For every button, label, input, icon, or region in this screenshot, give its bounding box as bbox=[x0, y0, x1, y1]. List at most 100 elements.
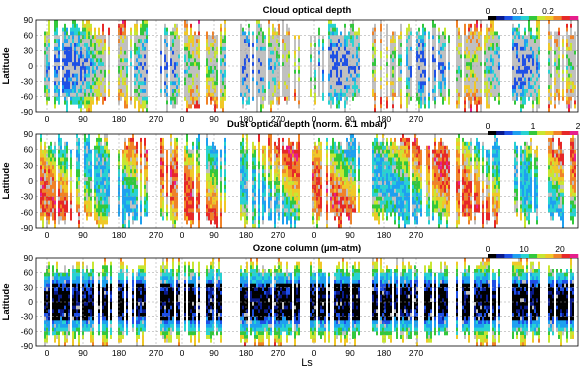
heatmap-cell bbox=[122, 77, 124, 82]
heatmap-cell bbox=[132, 153, 134, 158]
heatmap-cell bbox=[190, 181, 192, 186]
heatmap-cell bbox=[244, 31, 246, 36]
heatmap-cell bbox=[478, 81, 480, 86]
heatmap-cell bbox=[478, 96, 480, 101]
heatmap-cell bbox=[48, 212, 50, 217]
heatmap-cell bbox=[524, 89, 526, 94]
heatmap-cell bbox=[132, 188, 134, 194]
heatmap-cell bbox=[256, 27, 258, 32]
heatmap-cell bbox=[264, 39, 266, 44]
heatmap-cell bbox=[358, 85, 360, 90]
heatmap-cell bbox=[270, 81, 272, 86]
heatmap-cell bbox=[512, 69, 514, 74]
heatmap-cell bbox=[464, 39, 466, 44]
heatmap-cell bbox=[428, 39, 430, 44]
heatmap-cell bbox=[472, 39, 474, 44]
heatmap-cell bbox=[172, 69, 174, 74]
heatmap-cell bbox=[458, 81, 460, 86]
heatmap-cell bbox=[164, 66, 166, 71]
heatmap-cell bbox=[264, 62, 266, 67]
heatmap-cell bbox=[518, 23, 520, 28]
heatmap-cell bbox=[144, 192, 146, 197]
heatmap-cell bbox=[566, 104, 568, 109]
heatmap-cell bbox=[310, 89, 312, 94]
heatmap-cell bbox=[532, 39, 534, 44]
heatmap-cell bbox=[220, 208, 222, 213]
heatmap-cell bbox=[468, 23, 470, 28]
heatmap-cell bbox=[106, 184, 108, 190]
heatmap-cell bbox=[196, 58, 198, 63]
heatmap-cell bbox=[126, 46, 128, 51]
heatmap-cell bbox=[76, 35, 78, 40]
heatmap-cell bbox=[216, 73, 218, 78]
heatmap-cell bbox=[394, 58, 396, 63]
heatmap-cell bbox=[166, 81, 168, 86]
heatmap-cell bbox=[134, 216, 136, 221]
heatmap-cell bbox=[214, 96, 216, 101]
heatmap-cell bbox=[186, 165, 188, 170]
heatmap-cell bbox=[520, 73, 522, 78]
heatmap-cell bbox=[252, 77, 254, 82]
heatmap-cell bbox=[134, 200, 136, 205]
heatmap-cell bbox=[432, 85, 434, 90]
heatmap-cell bbox=[164, 46, 166, 51]
heatmap-cell bbox=[486, 43, 488, 48]
heatmap-cell bbox=[62, 31, 64, 36]
heatmap-cell bbox=[480, 23, 482, 28]
heatmap-cell bbox=[422, 81, 424, 86]
heatmap-cell bbox=[50, 204, 52, 209]
heatmap-cell bbox=[40, 216, 42, 221]
heatmap-cell bbox=[330, 54, 332, 59]
heatmap-cell bbox=[166, 50, 168, 55]
heatmap-cell bbox=[570, 27, 572, 32]
heatmap-cell bbox=[170, 100, 172, 105]
heatmap-cell bbox=[434, 50, 436, 55]
heatmap-cell bbox=[568, 54, 570, 59]
heatmap-cell bbox=[128, 161, 130, 166]
heatmap-cell bbox=[184, 212, 186, 217]
heatmap-cell bbox=[40, 196, 42, 201]
heatmap-cell bbox=[340, 43, 342, 48]
heatmap-cell bbox=[530, 89, 532, 94]
heatmap-cell bbox=[136, 157, 138, 162]
heatmap-cell bbox=[514, 73, 516, 78]
heatmap-cell bbox=[566, 81, 568, 86]
heatmap-cell bbox=[126, 169, 128, 174]
heatmap-cell bbox=[418, 31, 420, 36]
heatmap-cell bbox=[136, 66, 138, 71]
heatmap-cell bbox=[214, 104, 216, 109]
heatmap-cell bbox=[84, 137, 86, 143]
heatmap-cell bbox=[100, 149, 102, 154]
heatmap-cell bbox=[54, 181, 56, 186]
heatmap-cell bbox=[526, 50, 528, 55]
heatmap-cell bbox=[74, 89, 76, 94]
heatmap-cell bbox=[224, 161, 226, 166]
heatmap-cell bbox=[394, 50, 396, 55]
heatmap-cell bbox=[214, 50, 216, 55]
heatmap-cell bbox=[554, 46, 556, 51]
heatmap-cell bbox=[162, 212, 164, 217]
heatmap-cell bbox=[420, 43, 422, 48]
heatmap-cell bbox=[98, 89, 100, 94]
heatmap-cell bbox=[270, 85, 272, 90]
heatmap-cell bbox=[130, 184, 132, 190]
heatmap-cell bbox=[136, 50, 138, 55]
heatmap-cell bbox=[574, 96, 576, 101]
heatmap-cell bbox=[440, 77, 442, 82]
heatmap-cell bbox=[406, 66, 408, 71]
heatmap-cell bbox=[568, 92, 570, 97]
heatmap-cell bbox=[132, 200, 134, 205]
heatmap-cell bbox=[48, 145, 50, 150]
heatmap-cell bbox=[516, 66, 518, 71]
heatmap-cell bbox=[136, 212, 138, 217]
heatmap-cell bbox=[220, 104, 222, 109]
heatmap-cell bbox=[332, 92, 334, 97]
heatmap-cell bbox=[240, 204, 242, 209]
heatmap-cell bbox=[394, 92, 396, 97]
heatmap-cell bbox=[344, 89, 346, 94]
heatmap-cell bbox=[498, 66, 500, 71]
heatmap-cell bbox=[84, 66, 86, 71]
heatmap-cell bbox=[248, 77, 250, 82]
heatmap-cell bbox=[418, 43, 420, 48]
heatmap-cell bbox=[134, 73, 136, 78]
